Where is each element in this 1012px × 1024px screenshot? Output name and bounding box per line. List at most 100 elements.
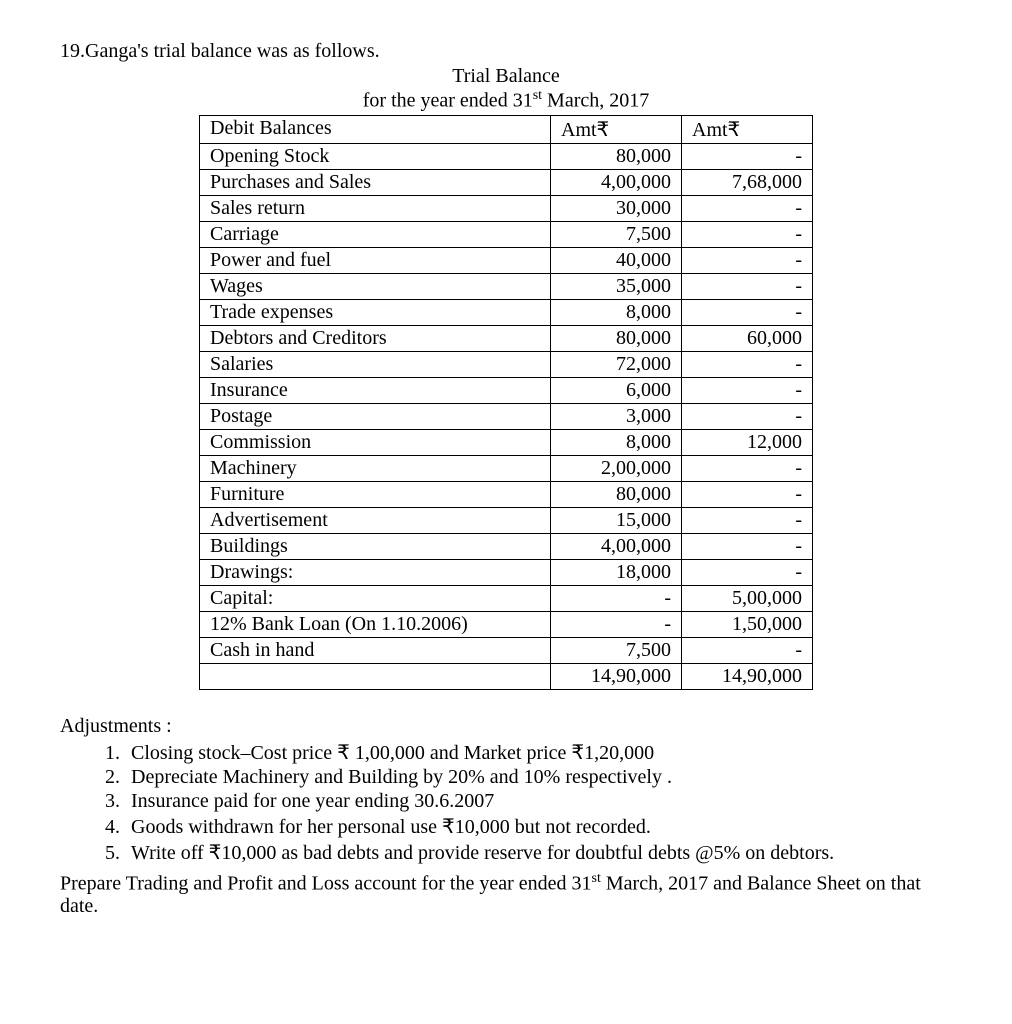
list-item: Depreciate Machinery and Building by 20%…: [125, 766, 952, 789]
subtitle-sup: st: [533, 88, 542, 103]
table-row: Furniture80,000-: [200, 481, 813, 507]
row-debit: 15,000: [551, 507, 682, 533]
row-desc: Sales return: [200, 195, 551, 221]
final-pre: Prepare Trading and Profit and Loss acco…: [60, 872, 592, 894]
col-header-debit: Amt₹: [551, 115, 682, 143]
row-debit: 72,000: [551, 351, 682, 377]
table-header-row: Debit Balances Amt₹ Amt₹: [200, 115, 813, 143]
table-row: Insurance6,000-: [200, 377, 813, 403]
table-row: Carriage7,500-: [200, 221, 813, 247]
row-debit: -: [551, 611, 682, 637]
table-row: Commission8,00012,000: [200, 429, 813, 455]
row-credit: -: [682, 559, 813, 585]
table-row: Salaries72,000-: [200, 351, 813, 377]
row-debit: 35,000: [551, 273, 682, 299]
table-row: Purchases and Sales4,00,0007,68,000: [200, 169, 813, 195]
row-credit: -: [682, 637, 813, 663]
row-credit: -: [682, 507, 813, 533]
row-credit: 12,000: [682, 429, 813, 455]
row-debit: 80,000: [551, 143, 682, 169]
row-desc: Power and fuel: [200, 247, 551, 273]
row-desc: Commission: [200, 429, 551, 455]
row-debit: 80,000: [551, 325, 682, 351]
row-desc: Furniture: [200, 481, 551, 507]
adjustments-list: Closing stock–Cost price ₹ 1,00,000 and …: [60, 740, 952, 865]
row-credit: 5,00,000: [682, 585, 813, 611]
row-desc: Opening Stock: [200, 143, 551, 169]
question-intro: Ganga's trial balance was as follows.: [85, 40, 380, 62]
table-row: Sales return30,000-: [200, 195, 813, 221]
final-sup: st: [592, 871, 601, 886]
total-desc: [200, 663, 551, 689]
row-credit: -: [682, 299, 813, 325]
row-credit: -: [682, 403, 813, 429]
table-row: Drawings:18,000-: [200, 559, 813, 585]
row-desc: Salaries: [200, 351, 551, 377]
table-row: Machinery2,00,000-: [200, 455, 813, 481]
row-credit: 1,50,000: [682, 611, 813, 637]
list-item: Goods withdrawn for her personal use ₹10…: [125, 814, 952, 839]
list-item: Insurance paid for one year ending 30.6.…: [125, 790, 952, 813]
table-row: Debtors and Creditors80,00060,000: [200, 325, 813, 351]
row-credit: -: [682, 481, 813, 507]
row-desc: Carriage: [200, 221, 551, 247]
row-credit: -: [682, 195, 813, 221]
question-number: 19.: [60, 40, 85, 62]
row-debit: 18,000: [551, 559, 682, 585]
row-desc: Wages: [200, 273, 551, 299]
row-debit: 4,00,000: [551, 533, 682, 559]
total-debit: 14,90,000: [551, 663, 682, 689]
row-desc: Drawings:: [200, 559, 551, 585]
row-desc: Cash in hand: [200, 637, 551, 663]
row-credit: -: [682, 247, 813, 273]
row-desc: 12% Bank Loan (On 1.10.2006): [200, 611, 551, 637]
table-row: Cash in hand7,500-: [200, 637, 813, 663]
row-credit: -: [682, 455, 813, 481]
table-row: Opening Stock80,000-: [200, 143, 813, 169]
list-item: Closing stock–Cost price ₹ 1,00,000 and …: [125, 740, 952, 765]
col-header-credit: Amt₹: [682, 115, 813, 143]
row-credit: -: [682, 533, 813, 559]
table-row: Buildings4,00,000-: [200, 533, 813, 559]
trial-balance-subtitle: for the year ended 31st March, 2017: [60, 88, 952, 113]
table-row: Trade expenses8,000-: [200, 299, 813, 325]
row-debit: 3,000: [551, 403, 682, 429]
table-row: Postage3,000-: [200, 403, 813, 429]
row-debit: 6,000: [551, 377, 682, 403]
row-credit: -: [682, 273, 813, 299]
row-debit: 80,000: [551, 481, 682, 507]
row-desc: Purchases and Sales: [200, 169, 551, 195]
row-credit: -: [682, 377, 813, 403]
row-debit: -: [551, 585, 682, 611]
total-credit: 14,90,000: [682, 663, 813, 689]
table-row: Wages35,000-: [200, 273, 813, 299]
row-desc: Insurance: [200, 377, 551, 403]
list-item: Write off ₹10,000 as bad debts and provi…: [125, 840, 952, 865]
row-credit: -: [682, 143, 813, 169]
table-row: Power and fuel40,000-: [200, 247, 813, 273]
row-debit: 8,000: [551, 429, 682, 455]
table-row: 12% Bank Loan (On 1.10.2006)-1,50,000: [200, 611, 813, 637]
row-debit: 2,00,000: [551, 455, 682, 481]
row-credit: 7,68,000: [682, 169, 813, 195]
table-row: Capital:-5,00,000: [200, 585, 813, 611]
subtitle-post: March, 2017: [542, 90, 649, 112]
row-credit: -: [682, 221, 813, 247]
row-debit: 7,500: [551, 637, 682, 663]
row-debit: 4,00,000: [551, 169, 682, 195]
row-desc: Buildings: [200, 533, 551, 559]
row-desc: Advertisement: [200, 507, 551, 533]
row-desc: Trade expenses: [200, 299, 551, 325]
adjustments-section: Adjustments : Closing stock–Cost price ₹…: [60, 715, 952, 919]
final-instruction: Prepare Trading and Profit and Loss acco…: [60, 871, 952, 919]
row-desc: Machinery: [200, 455, 551, 481]
table-row: Advertisement15,000-: [200, 507, 813, 533]
table-total-row: 14,90,000 14,90,000: [200, 663, 813, 689]
row-debit: 7,500: [551, 221, 682, 247]
row-debit: 40,000: [551, 247, 682, 273]
row-debit: 8,000: [551, 299, 682, 325]
row-desc: Capital:: [200, 585, 551, 611]
row-credit: 60,000: [682, 325, 813, 351]
trial-balance-table: Debit Balances Amt₹ Amt₹ Opening Stock80…: [199, 115, 813, 690]
row-desc: Debtors and Creditors: [200, 325, 551, 351]
